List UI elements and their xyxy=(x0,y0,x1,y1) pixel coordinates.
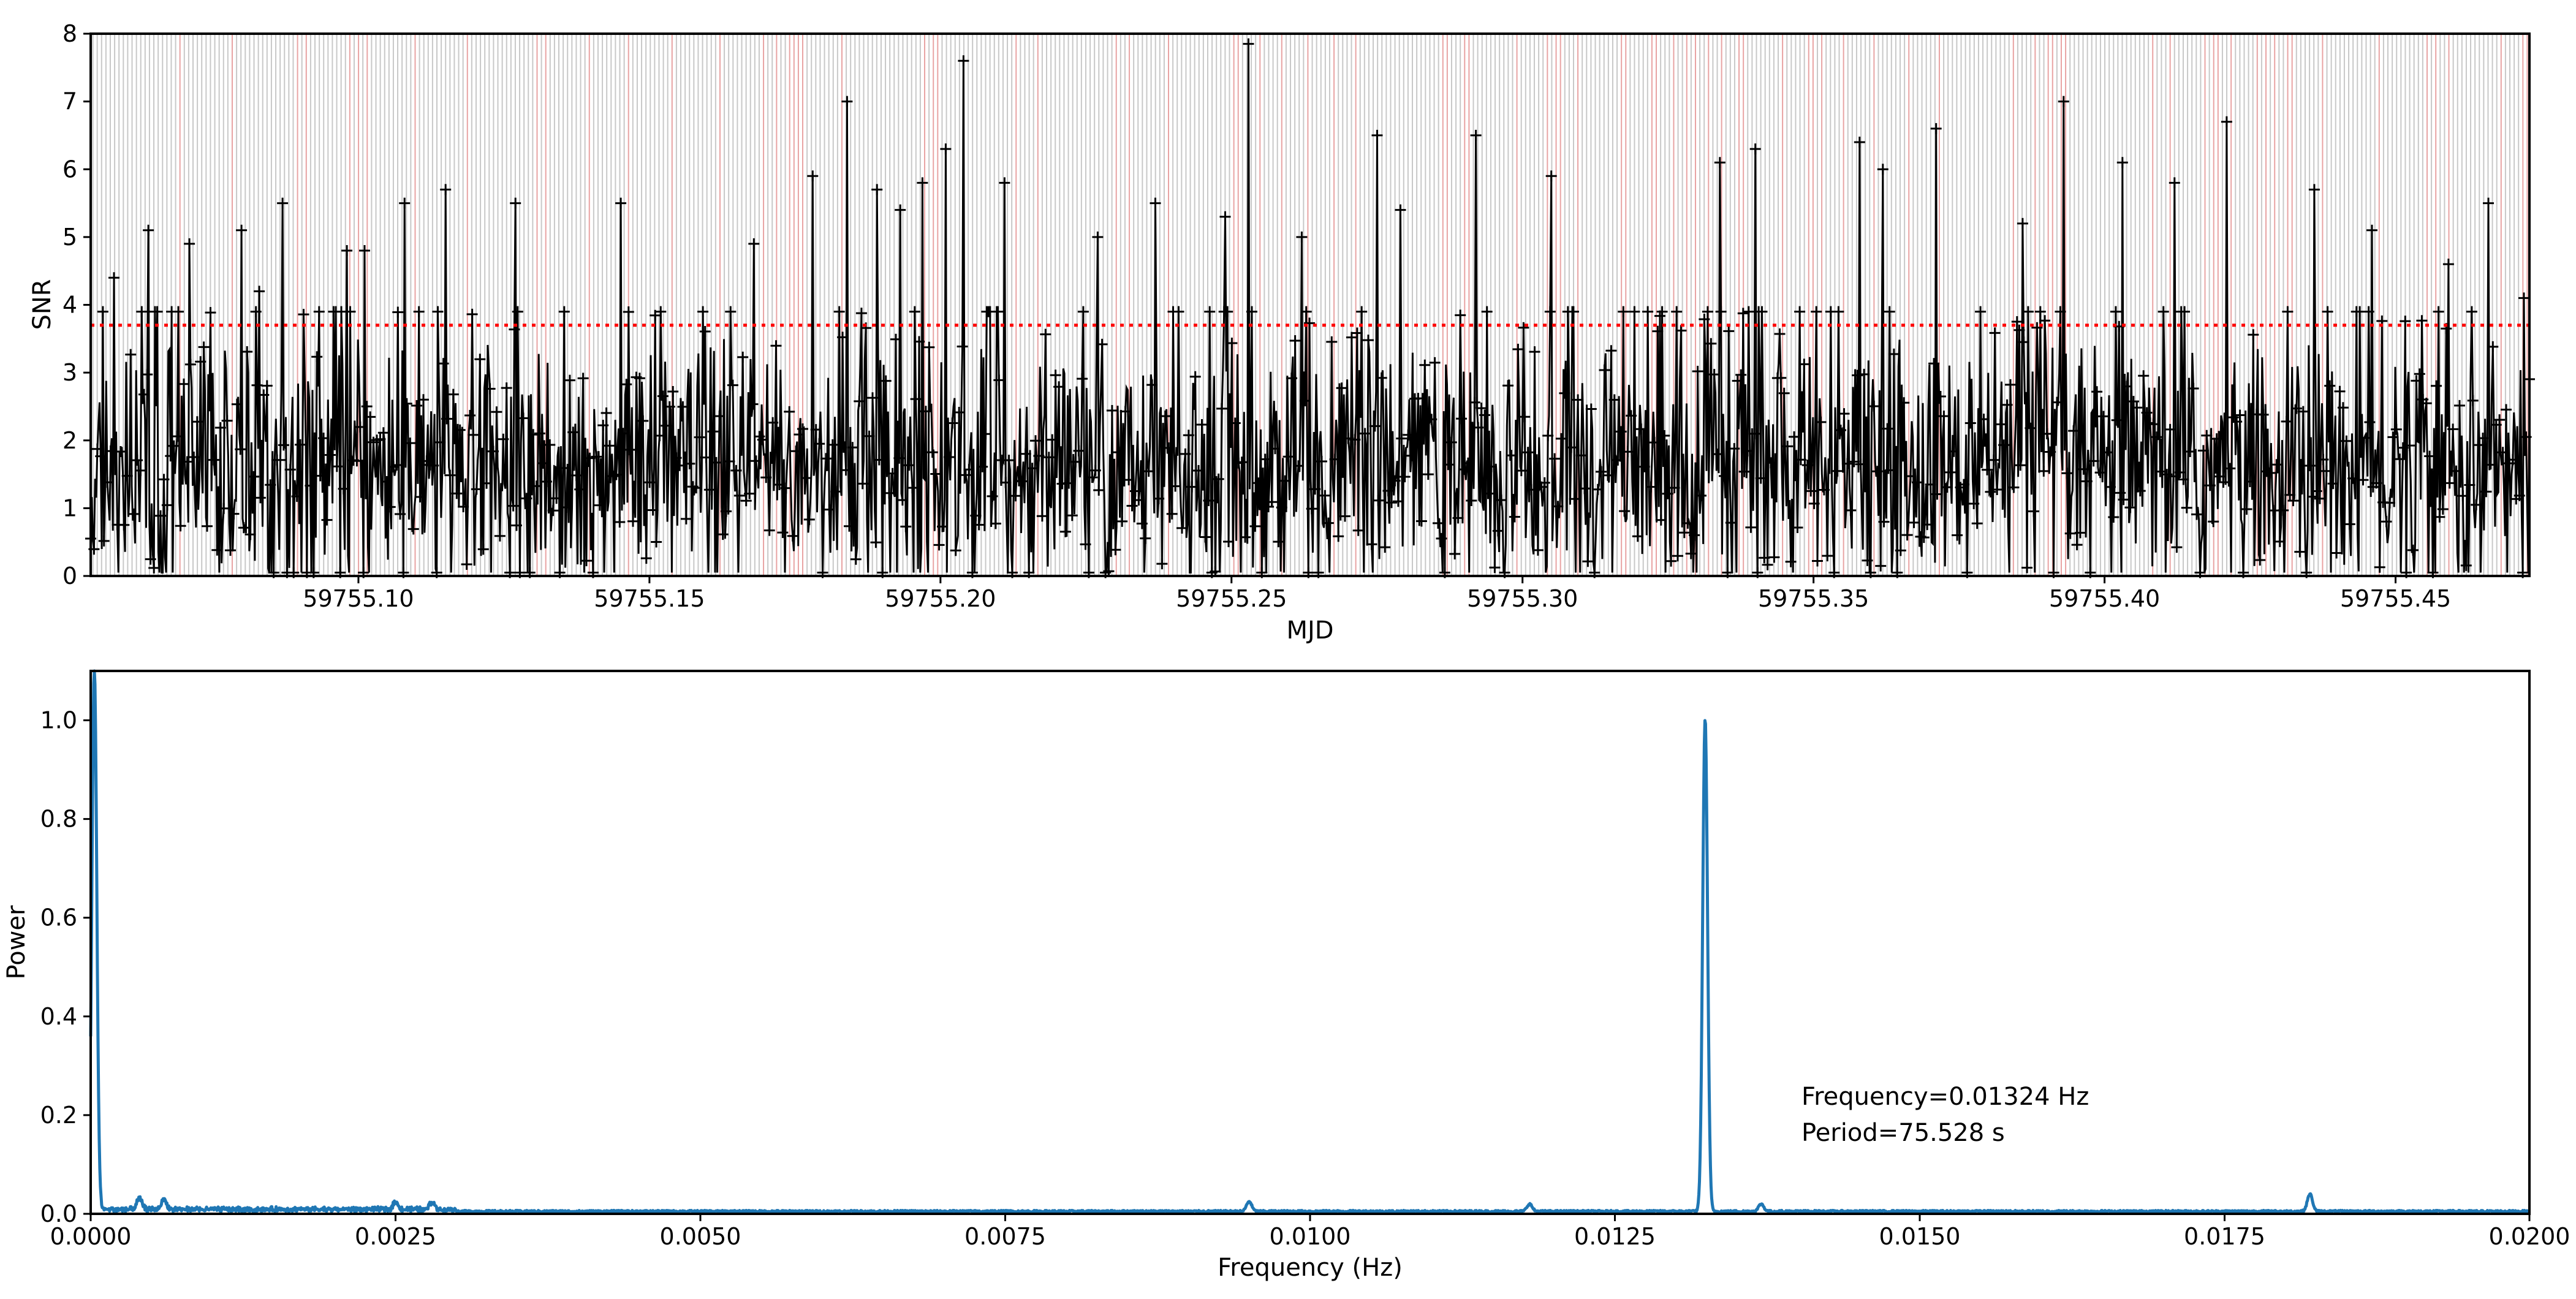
snr-x-tick-label: 59755.25 xyxy=(1176,585,1287,612)
snr-y-tick-label: 1 xyxy=(63,494,77,521)
power-y-ticks: 0.0 0.2 0.4 0.6 0.8 1.0 xyxy=(40,707,91,1227)
snr-y-tick-label: 4 xyxy=(63,292,77,319)
frequency-annotation: Frequency=0.01324 Hz xyxy=(1801,1083,2089,1111)
snr-series xyxy=(85,38,2535,578)
power-y-tick-label: 0.6 xyxy=(40,904,77,931)
snr-y-tick-label: 2 xyxy=(63,427,77,454)
power-x-ticks: 0.0000 0.0025 0.0050 0.0075 0.0100 0.0125 0.01… xyxy=(50,1214,2570,1250)
power-x-tick-label: 0.0100 xyxy=(1270,1223,1351,1250)
snr-x-tick-label: 59755.45 xyxy=(2340,585,2451,612)
power-y-tick-label: 0.2 xyxy=(40,1102,77,1129)
power-x-tick-label: 0.0200 xyxy=(2489,1223,2570,1250)
power-x-axis-label: Frequency (Hz) xyxy=(1218,1254,1403,1282)
snr-x-tick-label: 59755.10 xyxy=(303,585,414,612)
power-series-line xyxy=(89,669,2531,1214)
power-x-tick-label: 0.0050 xyxy=(660,1223,741,1250)
snr-y-tick-label: 0 xyxy=(63,562,77,589)
snr-x-tick-label: 59755.15 xyxy=(594,585,705,612)
power-x-tick-label: 0.0175 xyxy=(2184,1223,2265,1250)
snr-x-tick-label: 59755.20 xyxy=(885,585,996,612)
power-y-tick-label: 0.4 xyxy=(40,1003,77,1030)
snr-y-ticks: 0 1 2 3 4 5 6 7 8 xyxy=(63,20,91,589)
power-x-tick-label: 0.0150 xyxy=(1879,1223,1961,1250)
power-x-tick-label: 0.0075 xyxy=(964,1223,1046,1250)
snr-panel: 59755.10 59755.15 59755.20 59755.25 59755.30… xyxy=(28,20,2535,645)
power-x-tick-label: 0.0000 xyxy=(50,1223,132,1250)
snr-x-tick-label: 59755.40 xyxy=(2049,585,2160,612)
period-annotation: Period=75.528 s xyxy=(1801,1119,2005,1147)
snr-y-tick-label: 6 xyxy=(63,156,77,183)
power-x-tick-label: 0.0025 xyxy=(355,1223,436,1250)
snr-y-axis-label: SNR xyxy=(28,279,56,330)
power-panel: 0.0000 0.0025 0.0050 0.0075 0.0100 0.0125 0.01… xyxy=(2,669,2570,1282)
snr-y-tick-label: 3 xyxy=(63,359,77,386)
power-y-tick-label: 0.0 xyxy=(40,1200,77,1227)
snr-y-tick-label: 5 xyxy=(63,224,77,251)
snr-x-tick-label: 59755.30 xyxy=(1467,585,1578,612)
snr-y-tick-label: 7 xyxy=(63,88,77,115)
snr-y-tick-label: 8 xyxy=(63,20,77,47)
snr-x-ticks: 59755.10 59755.15 59755.20 59755.25 59755.30… xyxy=(303,576,2451,612)
snr-x-axis-label: MJD xyxy=(1286,616,1333,645)
power-y-tick-label: 0.8 xyxy=(40,806,77,833)
snr-x-tick-label: 59755.35 xyxy=(1758,585,1869,612)
power-y-axis-label: Power xyxy=(2,905,31,979)
power-axes-background xyxy=(91,671,2529,1214)
power-y-tick-label: 1.0 xyxy=(40,707,77,734)
power-x-tick-label: 0.0125 xyxy=(1574,1223,1656,1250)
